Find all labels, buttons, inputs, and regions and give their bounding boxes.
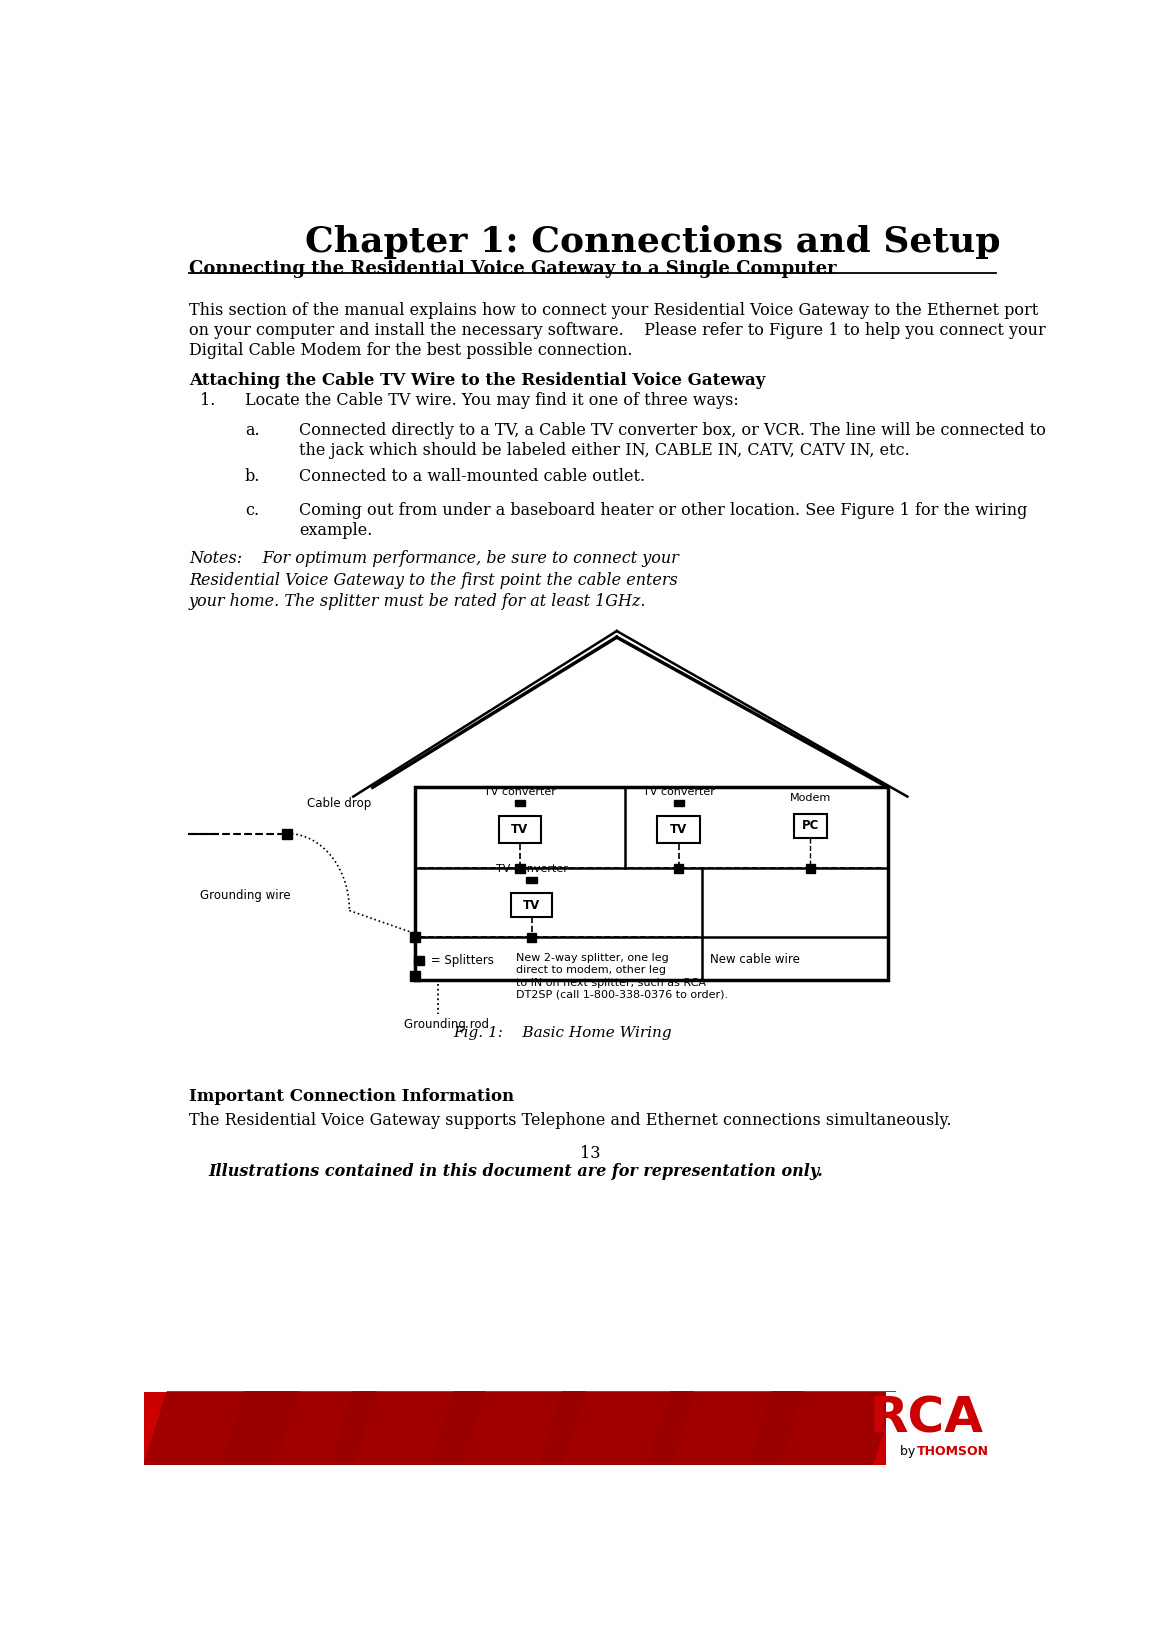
Text: Connected to a wall-mounted cable outlet.: Connected to a wall-mounted cable outlet…: [300, 467, 645, 486]
Polygon shape: [221, 1393, 377, 1465]
Text: Modem: Modem: [790, 793, 831, 803]
Bar: [526, 877, 537, 882]
Text: THOMSON: THOMSON: [917, 1445, 988, 1458]
Bar: [806, 864, 816, 872]
Text: New cable wire: New cable wire: [710, 953, 799, 966]
Bar: [515, 800, 525, 807]
Text: Illustrations contained in this document are for representation only.: Illustrations contained in this document…: [209, 1164, 824, 1180]
Text: example.: example.: [300, 522, 372, 540]
Text: on your computer and install the necessary software.    Please refer to Figure 1: on your computer and install the necessa…: [189, 323, 1046, 339]
Text: TV: TV: [511, 823, 529, 836]
Text: your home. The splitter must be rated for at least 1GHz.: your home. The splitter must be rated fo…: [189, 593, 646, 611]
Text: Connected directly to a TV, a Cable TV converter box, or VCR. The line will be c: Connected directly to a TV, a Cable TV c…: [300, 421, 1046, 438]
Bar: [515, 864, 524, 872]
Text: b.: b.: [244, 467, 260, 486]
Text: Chapter 1: Connections and Setup: Chapter 1: Connections and Setup: [305, 226, 1000, 258]
Bar: [794, 813, 827, 838]
Bar: [674, 800, 684, 807]
Text: Grounding wire: Grounding wire: [199, 889, 290, 902]
Text: Locate the Cable TV wire. You may find it one of three ways:: Locate the Cable TV wire. You may find i…: [244, 392, 738, 410]
Bar: [526, 933, 536, 942]
Text: Connecting the Residential Voice Gateway to a Single Computer: Connecting the Residential Voice Gateway…: [189, 260, 836, 278]
Text: 1.: 1.: [199, 392, 215, 410]
Text: Coming out from under a baseboard heater or other location. See Figure 1 for the: Coming out from under a baseboard heater…: [300, 502, 1028, 520]
Bar: [658, 816, 700, 843]
Polygon shape: [329, 1393, 485, 1465]
Bar: [144, 1393, 888, 1465]
Text: direct to modem, other leg: direct to modem, other leg: [516, 965, 666, 974]
Polygon shape: [539, 1393, 695, 1465]
Text: by: by: [900, 1445, 919, 1458]
Bar: [886, 1393, 1037, 1465]
Text: Fig. 1:    Basic Home Wiring: Fig. 1: Basic Home Wiring: [453, 1025, 672, 1040]
Bar: [410, 971, 420, 981]
Text: Residential Voice Gateway to the first point the cable enters: Residential Voice Gateway to the first p…: [189, 571, 677, 589]
Text: PC: PC: [802, 820, 819, 833]
Bar: [511, 892, 552, 917]
Text: This section of the manual explains how to connect your Residential Voice Gatewa: This section of the manual explains how …: [189, 303, 1038, 319]
Bar: [282, 828, 293, 838]
Text: Notes:    For optimum performance, be sure to connect your: Notes: For optimum performance, be sure …: [189, 550, 679, 568]
Text: 13: 13: [581, 1146, 600, 1162]
Bar: [415, 787, 888, 979]
Text: TV converter: TV converter: [495, 864, 568, 874]
Text: the jack which should be labeled either IN, CABLE IN, CATV, CATV IN, etc.: the jack which should be labeled either …: [300, 441, 910, 459]
Text: TV: TV: [523, 899, 540, 912]
Text: to IN on next splitter, such as RCA: to IN on next splitter, such as RCA: [516, 978, 706, 988]
Text: Important Connection Information: Important Connection Information: [189, 1088, 514, 1104]
Text: Digital Cable Modem for the best possible connection.: Digital Cable Modem for the best possibl…: [189, 342, 632, 359]
Bar: [674, 864, 683, 872]
Polygon shape: [431, 1393, 585, 1465]
Polygon shape: [144, 1393, 300, 1465]
Text: c.: c.: [244, 502, 259, 520]
Polygon shape: [749, 1393, 896, 1465]
Bar: [415, 956, 424, 965]
Bar: [499, 816, 541, 843]
Text: The Residential Voice Gateway supports Telephone and Ethernet connections simult: The Residential Voice Gateway supports T…: [189, 1113, 952, 1129]
Text: TV converter: TV converter: [643, 787, 714, 797]
Text: TV converter: TV converter: [484, 787, 555, 797]
Bar: [410, 933, 420, 943]
Text: = Splitters: = Splitters: [427, 955, 494, 968]
Text: RCA: RCA: [870, 1394, 984, 1444]
Text: Grounding rod: Grounding rod: [403, 1019, 488, 1032]
Text: Cable drop: Cable drop: [306, 797, 371, 810]
Polygon shape: [647, 1393, 803, 1465]
Text: Attaching the Cable TV Wire to the Residential Voice Gateway: Attaching the Cable TV Wire to the Resid…: [189, 372, 765, 388]
Text: TV: TV: [670, 823, 688, 836]
Text: New 2-way splitter, one leg: New 2-way splitter, one leg: [516, 953, 669, 963]
Text: a.: a.: [244, 421, 259, 438]
Text: DT2SP (call 1-800-338-0376 to order).: DT2SP (call 1-800-338-0376 to order).: [516, 989, 728, 999]
